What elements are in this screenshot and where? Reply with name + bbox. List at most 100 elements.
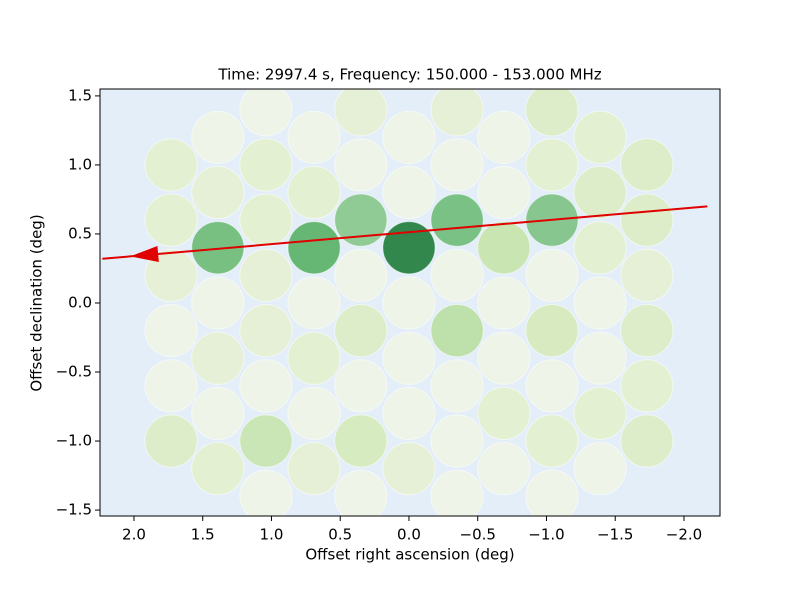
beam xyxy=(573,110,627,164)
y-axis-label: Offset declination (deg) xyxy=(28,214,46,391)
arrow-line xyxy=(102,205,708,260)
beam xyxy=(620,303,674,358)
beam xyxy=(382,276,436,330)
beam xyxy=(239,359,293,413)
beam xyxy=(525,414,579,468)
beam xyxy=(144,303,198,358)
beam xyxy=(382,110,436,164)
beam xyxy=(239,89,293,137)
beam xyxy=(191,276,245,330)
y-tick-label: −1.0 xyxy=(56,432,92,450)
x-tick-label: −2.0 xyxy=(666,526,702,544)
beam xyxy=(144,193,198,247)
y-tick-label: 0.0 xyxy=(68,293,92,311)
beam xyxy=(430,414,484,468)
beam xyxy=(287,386,341,441)
beam xyxy=(477,110,531,164)
beam xyxy=(239,303,293,358)
beam xyxy=(191,221,245,275)
beam xyxy=(191,442,245,496)
beam xyxy=(573,165,627,220)
beam xyxy=(382,442,436,496)
chart-title: Time: 2997.4 s, Frequency: 150.000 - 153… xyxy=(217,66,601,84)
beam xyxy=(382,221,436,275)
beam xyxy=(144,359,198,413)
beam xyxy=(573,331,627,385)
beam xyxy=(525,359,579,413)
y-tick-label: 0.5 xyxy=(68,224,92,242)
beam xyxy=(191,386,245,441)
beam xyxy=(620,248,674,302)
beam xyxy=(620,359,674,413)
beam xyxy=(525,469,579,516)
beam xyxy=(430,248,484,302)
x-tick-label: 1.5 xyxy=(191,526,215,544)
beam xyxy=(382,386,436,441)
beam xyxy=(334,193,388,247)
beam xyxy=(144,138,198,192)
x-tick-label: 0.0 xyxy=(397,526,421,544)
beam xyxy=(191,110,245,164)
x-tick-label: −0.5 xyxy=(460,526,496,544)
y-tick-label: 1.5 xyxy=(68,86,92,104)
beam xyxy=(287,276,341,330)
beam xyxy=(477,221,531,275)
beam xyxy=(525,89,579,137)
beam xyxy=(239,248,293,302)
beam xyxy=(144,414,198,468)
beam xyxy=(573,221,627,275)
beam xyxy=(191,331,245,385)
beam xyxy=(191,165,245,220)
beam xyxy=(287,110,341,164)
beam xyxy=(334,303,388,358)
beam xyxy=(430,193,484,247)
beam xyxy=(334,89,388,137)
y-tick-label: −1.5 xyxy=(56,501,92,519)
x-tick-label: 0.5 xyxy=(328,526,352,544)
beam xyxy=(477,442,531,496)
beam xyxy=(239,414,293,468)
beam xyxy=(334,359,388,413)
x-tick-label: 2.0 xyxy=(122,526,146,544)
y-tick-label: 1.0 xyxy=(68,155,92,173)
beams xyxy=(102,89,708,516)
beam xyxy=(477,386,531,441)
y-tick-label: −0.5 xyxy=(56,363,92,381)
beam xyxy=(477,165,531,220)
beam xyxy=(477,276,531,330)
beam xyxy=(334,138,388,192)
x-tick-label: −1.5 xyxy=(597,526,633,544)
beam xyxy=(620,414,674,468)
beam xyxy=(239,193,293,247)
x-tick-label: −1.0 xyxy=(528,526,564,544)
x-tick-label: 1.0 xyxy=(260,526,284,544)
beam xyxy=(430,359,484,413)
beam xyxy=(525,248,579,302)
beam xyxy=(287,221,341,275)
beam xyxy=(382,331,436,385)
beam xyxy=(620,138,674,192)
beam xyxy=(382,165,436,220)
beam xyxy=(525,138,579,192)
beam xyxy=(144,248,198,302)
beam xyxy=(525,303,579,358)
x-axis-label: Offset right ascension (deg) xyxy=(305,546,514,564)
arrow-head xyxy=(130,245,159,262)
beam xyxy=(287,331,341,385)
beam xyxy=(430,303,484,358)
beam xyxy=(573,276,627,330)
beam xyxy=(430,138,484,192)
beam xyxy=(477,331,531,385)
beam xyxy=(573,386,627,441)
beam xyxy=(334,469,388,516)
beam xyxy=(287,165,341,220)
beam xyxy=(620,193,674,247)
beam xyxy=(430,469,484,516)
beam xyxy=(239,138,293,192)
beam xyxy=(239,469,293,516)
beam xyxy=(334,248,388,302)
beam xyxy=(430,89,484,137)
beam xyxy=(334,414,388,468)
beam xyxy=(573,442,627,496)
